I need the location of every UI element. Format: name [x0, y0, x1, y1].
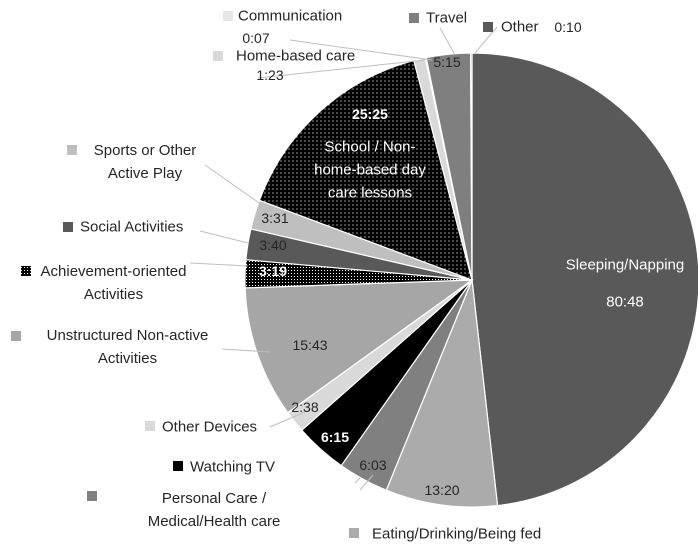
value-label: 0:07: [242, 30, 270, 46]
value-label: 3:40: [259, 237, 287, 253]
value-label: 3:19: [258, 263, 288, 279]
category-label: Eating/Drinking/Being fed: [372, 525, 542, 543]
legend-swatch: [213, 51, 223, 61]
leader-line: [439, 27, 456, 56]
leader-line: [204, 164, 263, 206]
category-label: Travel: [426, 9, 468, 27]
value-label: 25:25: [352, 106, 388, 122]
value-label: 5:15: [433, 54, 461, 70]
pie-slice: [471, 52, 698, 507]
leader-line: [257, 59, 426, 79]
leader-line: [354, 477, 361, 484]
category-label: Sports or Other Active Play: [93, 142, 197, 182]
leader-line: [359, 474, 374, 491]
leader-line: [269, 411, 306, 428]
value-label: 6:03: [359, 457, 387, 473]
legend-swatch: [11, 331, 21, 341]
category-label: Unstructured Non-active Activities: [46, 327, 209, 367]
leader-line: [289, 39, 433, 61]
legend-swatch: [349, 528, 359, 538]
value-label: 80:48: [606, 293, 644, 311]
leader-line: [221, 348, 271, 353]
value-label: 13:20: [424, 482, 460, 498]
leader-line: [189, 262, 249, 267]
pie-slice: [258, 59, 473, 281]
category-label: Watching TV: [190, 458, 276, 476]
leader-line: [474, 26, 498, 54]
legend-swatch: [67, 145, 77, 155]
value-label: 15:43: [292, 337, 328, 353]
category-label: Sleeping/Napping: [565, 256, 685, 274]
value-label: 3:31: [261, 210, 289, 226]
value-label: 2:38: [291, 399, 319, 415]
legend-swatch: [483, 22, 493, 32]
legend-swatch: [223, 11, 233, 21]
category-label: Other: [501, 18, 539, 36]
legend-swatch: [173, 461, 183, 471]
category-label: Other Devices: [162, 418, 258, 436]
value-label: 1:23: [256, 67, 284, 83]
legend-swatch: [21, 266, 31, 276]
category-label: Achievement-oriented Activities: [40, 263, 187, 303]
legend-swatch: [145, 421, 155, 431]
pie-slice: [385, 279, 499, 508]
pie-slice: [469, 52, 473, 281]
value-label: 0:10: [554, 19, 582, 35]
legend-swatch: [63, 222, 73, 232]
category-label: Personal Care / Medical/Health care: [147, 490, 281, 530]
leader-line: [199, 230, 249, 244]
category-label: Home-based care: [236, 47, 356, 65]
pie-slice: [244, 279, 474, 414]
value-label: 6:15: [320, 429, 350, 445]
category-label: School / Non-home-based day care lessons: [314, 138, 426, 202]
category-label: Communication: [238, 7, 343, 25]
legend-swatch: [87, 491, 97, 501]
legend-swatch: [409, 13, 419, 23]
category-label: Social Activities: [80, 218, 184, 236]
